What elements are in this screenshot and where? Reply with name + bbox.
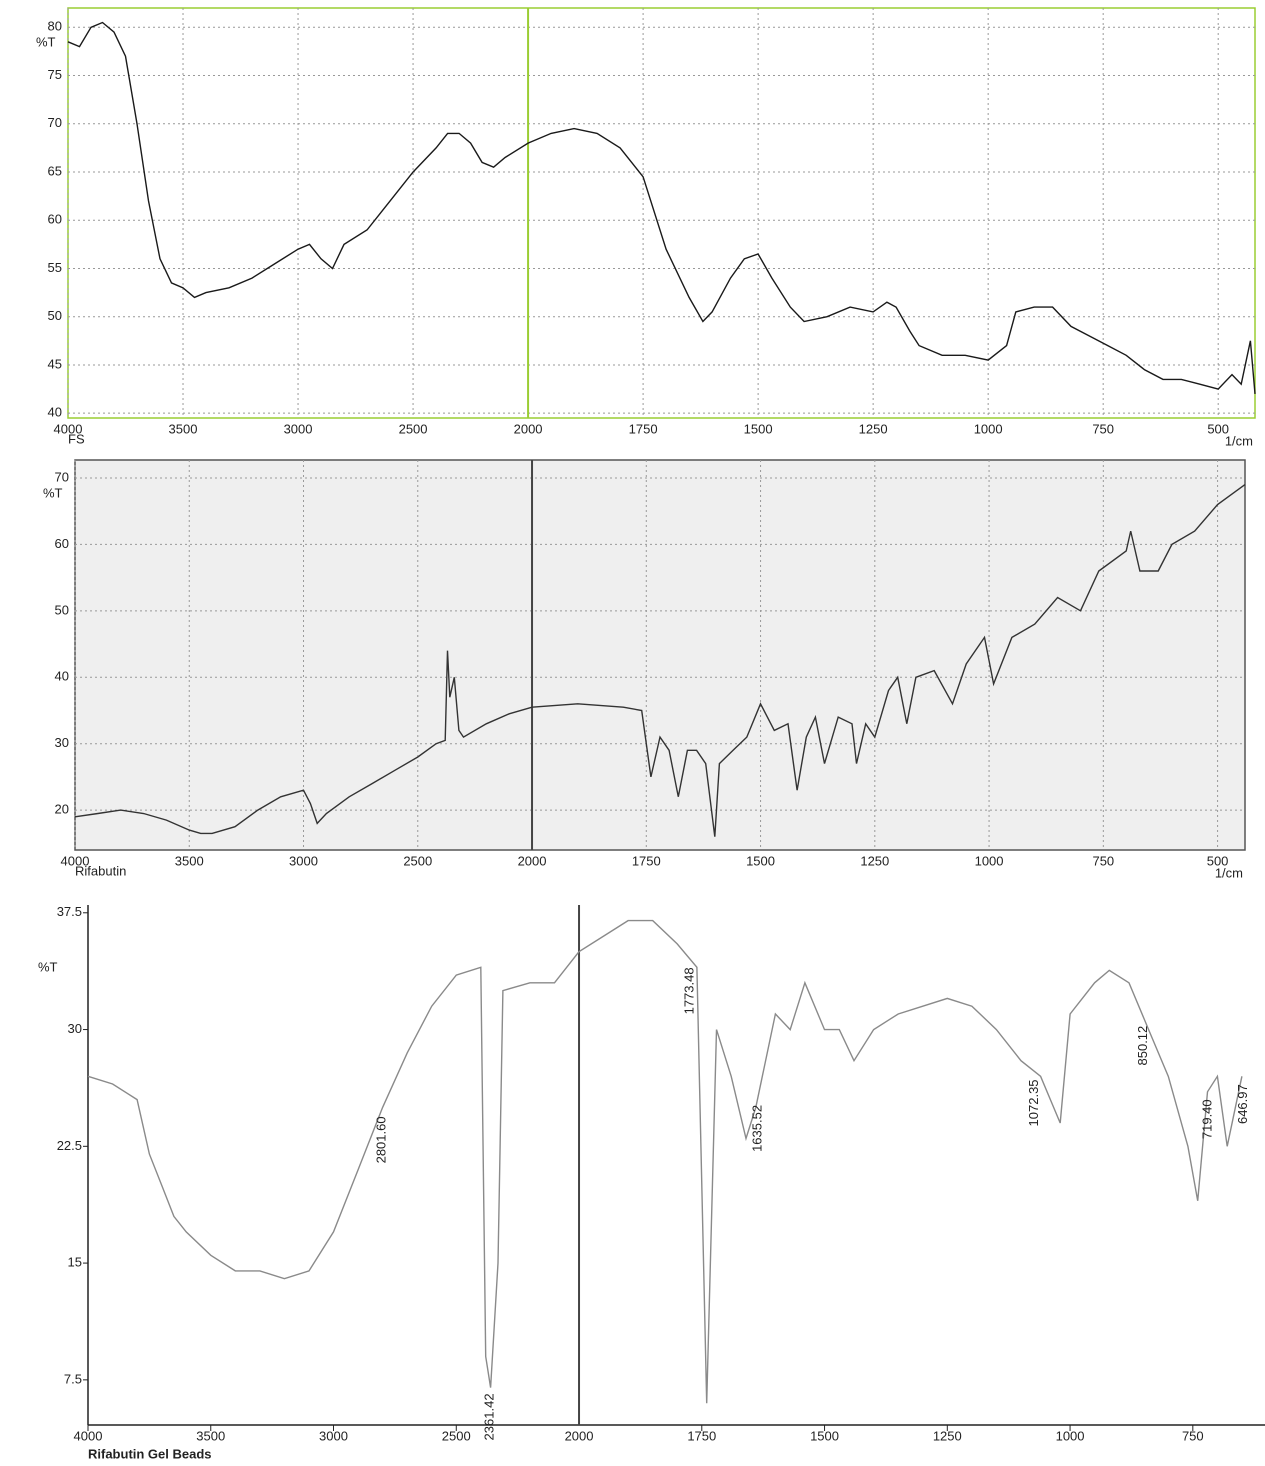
y-tick-label: 7.5 <box>64 1371 82 1386</box>
caption: Rifabutin <box>75 863 126 878</box>
y-tick-label: 60 <box>55 536 69 551</box>
peak-label: 850.12 <box>1135 1026 1150 1066</box>
x-tick-label: 750 <box>1092 853 1114 868</box>
spectra: 4045505560657075804000350030002500200017… <box>0 0 1265 1466</box>
plot-background <box>75 460 1245 850</box>
x-axis-label: 1/cm <box>1215 865 1243 880</box>
y-tick-label: 50 <box>48 308 62 323</box>
peak-label: 2361.42 <box>482 1393 497 1440</box>
y-axis-label: %T <box>36 35 56 50</box>
x-tick-label: 2000 <box>565 1428 594 1443</box>
y-tick-label: 50 <box>55 602 69 617</box>
x-tick-label: 1000 <box>974 421 1003 436</box>
x-tick-label: 2500 <box>399 421 428 436</box>
y-tick-label: 30 <box>68 1021 82 1036</box>
y-tick-label: 40 <box>48 405 62 420</box>
caption: Rifabutin Gel Beads <box>88 1446 212 1461</box>
x-tick-label: 750 <box>1092 421 1114 436</box>
y-tick-label: 37.5 <box>57 904 82 919</box>
x-axis-label: 1/cm <box>1225 433 1253 448</box>
peak-label: 1635.52 <box>749 1105 764 1152</box>
y-tick-label: 45 <box>48 356 62 371</box>
y-axis-label: %T <box>38 959 58 974</box>
y-tick-label: 60 <box>48 212 62 227</box>
x-tick-label: 2000 <box>514 421 543 436</box>
spectrum-line <box>88 921 1242 1404</box>
y-tick-label: 80 <box>48 19 62 34</box>
x-tick-label: 1750 <box>632 853 661 868</box>
y-tick-label: 40 <box>55 669 69 684</box>
x-tick-label: 1500 <box>744 421 773 436</box>
y-axis-label: %T <box>43 485 63 500</box>
x-tick-label: 1250 <box>859 421 888 436</box>
y-tick-label: 15 <box>68 1255 82 1270</box>
y-tick-label: 22.5 <box>57 1138 82 1153</box>
x-tick-label: 2000 <box>518 853 547 868</box>
page: 4045505560657075804000350030002500200017… <box>0 0 1265 1466</box>
y-tick-label: 70 <box>55 469 69 484</box>
x-tick-label: 1500 <box>746 853 775 868</box>
x-tick-label: 3000 <box>284 421 313 436</box>
y-tick-label: 75 <box>48 67 62 82</box>
x-tick-label: 1250 <box>860 853 889 868</box>
y-tick-label: 20 <box>55 802 69 817</box>
x-tick-label: 1750 <box>629 421 658 436</box>
x-tick-label: 3000 <box>289 853 318 868</box>
peak-label: 1773.48 <box>682 967 697 1014</box>
x-tick-label: 1000 <box>975 853 1004 868</box>
y-tick-label: 70 <box>48 115 62 130</box>
caption: FS <box>68 431 85 446</box>
plot-background <box>68 8 1255 418</box>
peak-label: 2801.60 <box>374 1116 389 1163</box>
peak-label: 646.97 <box>1235 1084 1250 1124</box>
y-tick-label: 65 <box>48 163 62 178</box>
peak-label: 1072.35 <box>1026 1079 1041 1126</box>
x-tick-label: 3500 <box>169 421 198 436</box>
y-tick-label: 55 <box>48 260 62 275</box>
x-tick-label: 3500 <box>175 853 204 868</box>
y-tick-label: 30 <box>55 735 69 750</box>
peak-label: 719.40 <box>1199 1099 1214 1139</box>
x-tick-label: 2500 <box>403 853 432 868</box>
